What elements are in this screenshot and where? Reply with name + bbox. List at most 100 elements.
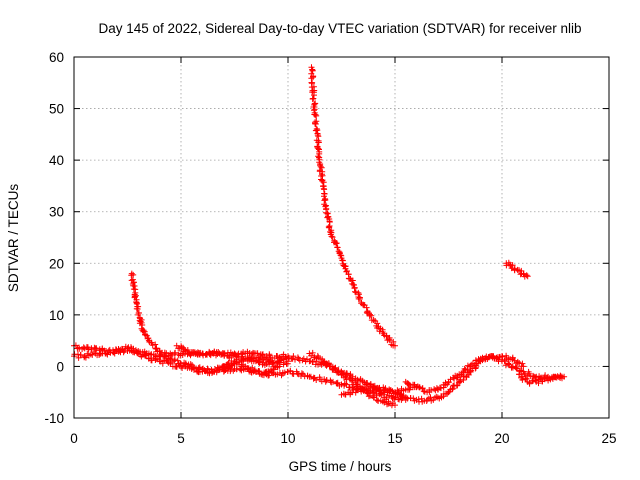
data-point <box>364 380 371 387</box>
data-point <box>411 381 418 388</box>
data-point <box>271 363 278 370</box>
data-point <box>539 378 546 385</box>
data-point <box>240 356 247 363</box>
data-point <box>333 240 340 247</box>
data-point <box>532 377 539 384</box>
data-point <box>316 374 323 381</box>
data-point <box>387 387 394 394</box>
data-point <box>325 224 332 230</box>
data-point <box>111 350 118 357</box>
data-point <box>204 365 211 372</box>
data-point <box>174 357 181 364</box>
data-point <box>334 244 341 251</box>
data-points <box>71 64 568 409</box>
data-point <box>213 352 219 359</box>
data-point <box>514 358 521 365</box>
data-point <box>181 346 188 353</box>
data-point <box>380 330 387 337</box>
data-point <box>348 377 355 384</box>
data-point <box>309 67 316 74</box>
data-point <box>400 387 407 394</box>
data-point <box>347 391 354 398</box>
data-point <box>352 288 358 295</box>
data-point <box>519 360 526 367</box>
data-point <box>315 139 322 146</box>
data-point <box>508 265 515 272</box>
data-point <box>228 362 235 369</box>
x-axis-label: GPS time / hours <box>289 459 392 474</box>
data-point <box>326 361 332 368</box>
data-point <box>357 385 364 392</box>
data-point <box>329 234 336 241</box>
data-point <box>294 354 301 361</box>
data-point <box>310 95 317 102</box>
data-point <box>371 382 378 389</box>
data-point <box>464 366 471 373</box>
data-point <box>327 228 334 235</box>
data-point <box>312 120 319 127</box>
data-point <box>147 351 154 358</box>
data-point <box>244 365 251 372</box>
data-point <box>518 363 525 370</box>
data-point <box>214 351 221 357</box>
grid <box>74 57 609 418</box>
y-tick-label: -10 <box>44 411 64 426</box>
plot-frame <box>73 56 610 419</box>
data-point <box>139 322 146 328</box>
data-point <box>284 360 291 367</box>
data-point <box>284 369 291 375</box>
data-point <box>338 252 345 259</box>
data-point <box>77 352 84 358</box>
axes: 0 5 10 15 20 25 -10 0 10 20 30 40 50 60 <box>44 50 616 446</box>
data-point <box>386 337 393 344</box>
data-point <box>356 295 363 302</box>
data-point <box>248 368 254 375</box>
data-point <box>438 385 444 392</box>
x-tick-label: 5 <box>177 431 185 446</box>
data-point <box>315 354 322 361</box>
data-point <box>405 381 412 388</box>
data-point <box>377 387 384 394</box>
data-point <box>475 358 482 365</box>
data-point <box>337 252 344 259</box>
data-point <box>286 354 292 361</box>
data-point <box>272 371 279 378</box>
data-point <box>315 145 322 152</box>
data-point <box>366 385 373 392</box>
data-point <box>265 357 272 363</box>
data-point <box>317 163 324 170</box>
data-point <box>249 354 256 360</box>
y-tick-label: 20 <box>49 256 64 271</box>
data-point <box>309 349 316 356</box>
data-point <box>472 365 479 372</box>
data-point <box>224 365 231 372</box>
data-point <box>230 367 237 374</box>
x-tick-label: 25 <box>601 431 616 446</box>
data-point <box>314 130 321 137</box>
x-tick-label: 0 <box>70 431 78 446</box>
data-point <box>157 351 164 358</box>
data-point <box>390 342 397 349</box>
data-point <box>389 400 396 407</box>
data-point <box>220 368 227 375</box>
data-point <box>145 335 152 342</box>
data-point <box>316 159 323 166</box>
data-point <box>211 348 218 355</box>
data-point <box>331 365 337 372</box>
data-point <box>261 362 268 369</box>
y-tick-label: 40 <box>49 153 64 168</box>
data-point <box>451 375 458 382</box>
data-point <box>131 349 138 356</box>
data-point <box>315 153 322 160</box>
data-point <box>187 361 194 368</box>
data-point <box>454 372 461 379</box>
data-point <box>509 262 516 269</box>
data-point <box>431 394 438 401</box>
data-point <box>143 352 150 359</box>
data-point <box>335 369 342 376</box>
data-point <box>522 376 529 383</box>
data-point <box>519 376 526 383</box>
data-point <box>463 373 470 380</box>
